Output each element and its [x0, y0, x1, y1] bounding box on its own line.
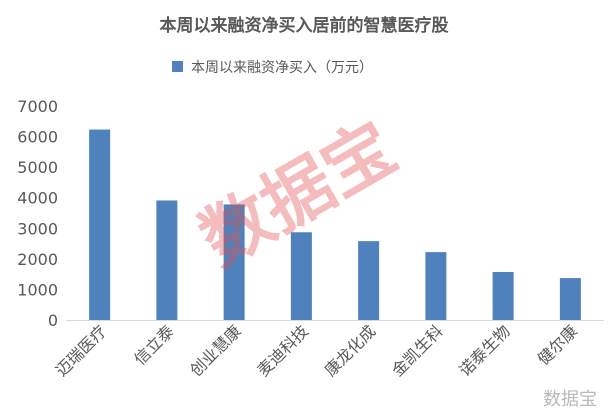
y-tick-label: 3000 [17, 219, 58, 238]
y-tick-label: 7000 [17, 97, 58, 116]
bar [223, 204, 245, 320]
y-tick-label: 6000 [17, 128, 58, 147]
x-tick-label: 诺泰生物 [455, 321, 514, 380]
bar [358, 241, 380, 320]
y-tick-label: 2000 [17, 250, 58, 269]
bars-group [89, 129, 581, 320]
y-tick-label: 4000 [17, 189, 58, 208]
bar [425, 252, 447, 320]
x-tick-label: 信立泰 [130, 321, 177, 368]
y-tick-label: 0 [48, 311, 58, 330]
y-tick-label: 5000 [17, 158, 58, 177]
x-tick-label: 金凯生科 [388, 321, 447, 380]
legend-label: 本周以来融资净买入（万元） [191, 60, 373, 76]
x-tick-label: 创业慧康 [186, 321, 245, 380]
bar [156, 200, 178, 320]
legend-swatch [172, 61, 183, 72]
x-tick-label: 迈瑞医疗 [52, 321, 111, 380]
chart-title: 本周以来融资净买入居前的智慧医疗股 [160, 15, 449, 36]
x-tick-label: 康龙化成 [321, 321, 380, 380]
legend: 本周以来融资净买入（万元） [172, 60, 373, 76]
corner-watermark: 数据宝 [543, 389, 597, 410]
bar [89, 129, 111, 320]
y-axis: 0 1000 2000 3000 4000 5000 6000 7000 [17, 97, 58, 330]
x-axis: 迈瑞医疗 信立泰 创业慧康 麦迪科技 康龙化成 金凯生科 诺泰生物 健尔康 [52, 321, 581, 380]
bar [290, 232, 312, 320]
bar [559, 278, 581, 320]
y-tick-label: 1000 [17, 280, 58, 299]
x-tick-label: 麦迪科技 [254, 321, 313, 380]
x-tick-label: 健尔康 [534, 321, 581, 368]
bar [492, 272, 514, 320]
